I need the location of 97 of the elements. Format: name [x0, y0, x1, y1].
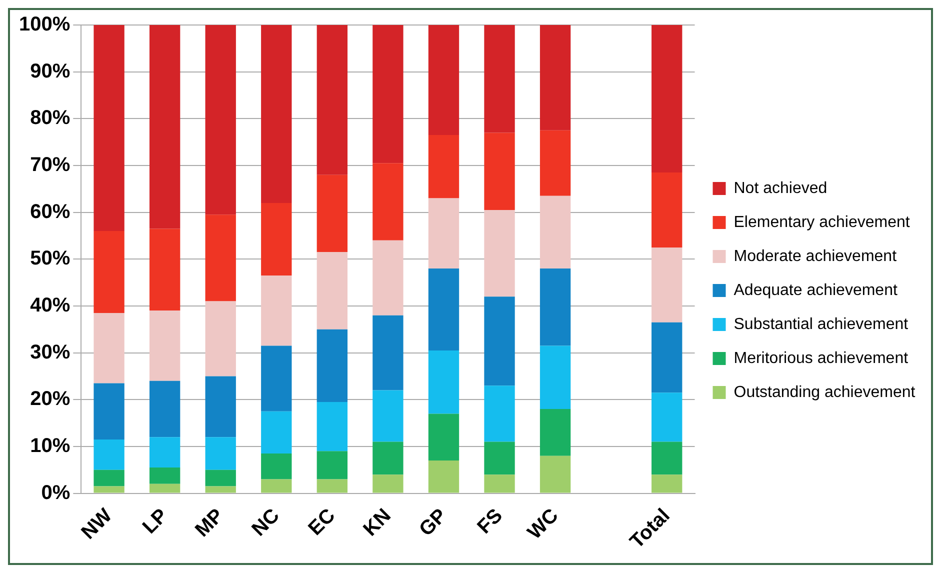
y-tick-label: 80%	[30, 107, 70, 130]
bar	[428, 25, 460, 136]
bar	[149, 380, 180, 438]
bar	[428, 350, 460, 414]
legend-label: Outstanding achievement	[734, 384, 916, 401]
x-tick-label: LP	[138, 504, 172, 538]
bar	[652, 474, 682, 493]
y-tick-label: 10%	[30, 434, 70, 457]
bar	[149, 25, 180, 229]
bar	[149, 228, 180, 311]
bar	[94, 383, 124, 440]
bar	[372, 390, 404, 442]
bar	[261, 453, 292, 480]
bar	[149, 310, 180, 381]
bar	[94, 313, 124, 384]
bar	[149, 484, 180, 493]
bar	[372, 25, 404, 164]
bar	[540, 268, 571, 346]
x-tick-label: KN	[359, 504, 396, 541]
y-tick-label: 0%	[41, 482, 70, 504]
bar	[205, 376, 236, 438]
bar	[484, 132, 515, 210]
bar	[652, 25, 682, 173]
bar	[316, 329, 348, 402]
bar	[205, 214, 236, 302]
bar	[428, 460, 460, 493]
bar	[372, 240, 404, 316]
bar	[652, 392, 682, 442]
bar	[652, 442, 682, 475]
bar	[94, 486, 124, 493]
bar	[261, 202, 292, 276]
legend-label: Not achieved	[734, 180, 828, 197]
bar	[94, 25, 124, 232]
y-tick-label: 30%	[30, 341, 70, 364]
bar	[316, 451, 348, 480]
bar	[652, 322, 682, 393]
bar	[484, 25, 515, 133]
legend-label: Adequate achievement	[734, 282, 898, 299]
y-tick-label: 20%	[30, 388, 70, 410]
bar	[428, 414, 460, 461]
bar	[372, 163, 404, 240]
y-tick-label: 90%	[30, 60, 70, 82]
bar	[484, 442, 515, 475]
bar	[372, 474, 404, 493]
bar	[94, 439, 124, 470]
bar	[316, 479, 348, 493]
bar	[540, 409, 571, 456]
bar	[372, 315, 404, 390]
x-tick-label: NW	[77, 504, 117, 544]
legend-label: Meritorious achievement	[734, 350, 909, 367]
x-tick-label: MP	[191, 504, 228, 542]
bar	[205, 470, 236, 486]
bar	[261, 411, 292, 454]
bar	[428, 135, 460, 198]
bar	[428, 198, 460, 269]
bar	[372, 442, 404, 475]
bar	[149, 468, 180, 484]
bar	[205, 486, 236, 493]
legend-label: Substantial achievement	[734, 316, 909, 333]
bar	[540, 25, 571, 130]
y-tick-label: 70%	[30, 154, 70, 176]
x-tick-label: EC	[304, 504, 340, 540]
x-tick-label: WC	[524, 504, 563, 544]
bar	[205, 25, 236, 215]
bar	[484, 296, 515, 386]
bar	[261, 25, 292, 203]
bar	[540, 346, 571, 410]
bar	[316, 252, 348, 330]
bar	[484, 210, 515, 297]
bar	[149, 437, 180, 468]
bar	[205, 301, 236, 376]
bar	[261, 479, 292, 493]
x-tick-label: GP	[415, 504, 452, 541]
bar	[94, 231, 124, 314]
bar	[540, 196, 571, 269]
y-tick-label: 40%	[30, 294, 70, 316]
y-tick-label: 100%	[18, 14, 70, 36]
bar	[540, 456, 571, 493]
bar	[261, 276, 292, 346]
bar	[316, 402, 348, 452]
bar	[428, 268, 460, 350]
bar	[484, 386, 515, 442]
y-tick-label: 60%	[30, 200, 70, 223]
bar	[652, 172, 682, 248]
bar	[540, 130, 571, 196]
bar	[652, 247, 682, 322]
bar	[484, 474, 515, 493]
legend-label: Elementary achievement	[734, 214, 910, 231]
x-tick-label: FS	[473, 504, 507, 538]
legend-label: Moderate achievement	[734, 248, 898, 265]
y-tick-label: 50%	[30, 248, 70, 270]
bar	[316, 25, 348, 175]
bar	[94, 470, 124, 486]
bar	[261, 346, 292, 412]
bar	[316, 174, 348, 252]
x-tick-label: NC	[248, 504, 284, 541]
bar	[205, 437, 236, 470]
